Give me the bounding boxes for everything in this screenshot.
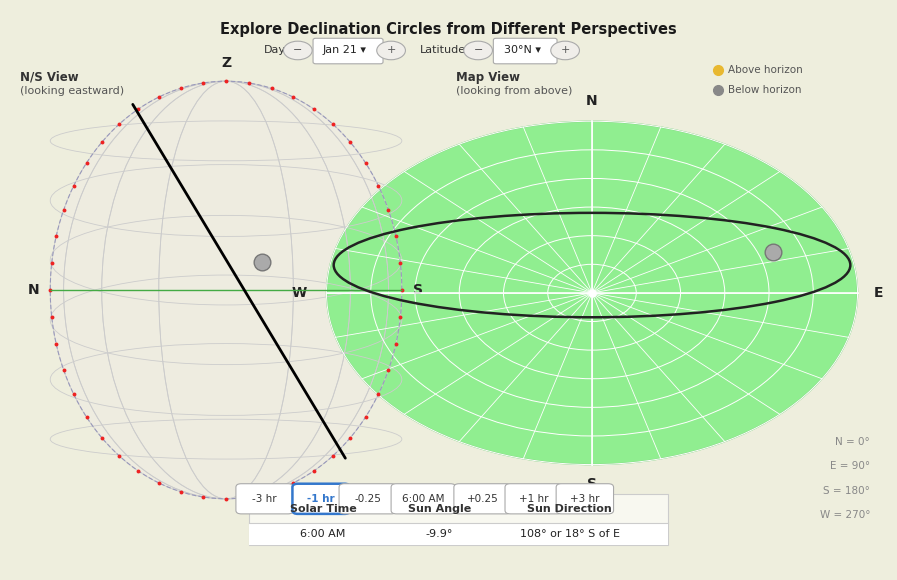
FancyBboxPatch shape	[292, 484, 350, 514]
Text: 6:00 AM: 6:00 AM	[402, 494, 445, 504]
Text: N = 0°: N = 0°	[835, 437, 870, 447]
Text: Jan 21 ▾: Jan 21 ▾	[322, 45, 367, 56]
Circle shape	[377, 41, 405, 60]
Text: N: N	[28, 283, 39, 297]
FancyBboxPatch shape	[249, 523, 668, 545]
Text: Sun Angle: Sun Angle	[408, 503, 471, 514]
Text: N: N	[587, 95, 597, 108]
Text: (looking eastward): (looking eastward)	[20, 86, 124, 96]
Text: Below horizon: Below horizon	[728, 85, 802, 95]
Text: -3 hr: -3 hr	[252, 494, 277, 504]
FancyBboxPatch shape	[339, 484, 396, 514]
Text: -0.25: -0.25	[354, 494, 381, 504]
Text: S = 180°: S = 180°	[823, 485, 870, 496]
Text: Sun Direction: Sun Direction	[527, 503, 612, 514]
Text: −: −	[474, 45, 483, 56]
Text: Above horizon: Above horizon	[728, 64, 803, 75]
Text: Latitude:: Latitude:	[421, 45, 470, 56]
FancyBboxPatch shape	[313, 38, 383, 64]
Text: -9.9°: -9.9°	[426, 529, 453, 539]
FancyBboxPatch shape	[249, 494, 668, 545]
FancyBboxPatch shape	[391, 484, 456, 514]
Text: 108° or 18° S of E: 108° or 18° S of E	[519, 529, 620, 539]
Text: Solar Time: Solar Time	[290, 503, 356, 514]
Text: (looking from above): (looking from above)	[456, 86, 572, 96]
Circle shape	[283, 41, 312, 60]
Text: +: +	[561, 45, 570, 56]
Text: S: S	[587, 477, 597, 491]
Circle shape	[327, 121, 858, 465]
Text: −: −	[293, 45, 302, 56]
Text: +3 hr: +3 hr	[570, 494, 599, 504]
Circle shape	[464, 41, 492, 60]
Circle shape	[551, 41, 579, 60]
Text: E = 90°: E = 90°	[830, 461, 870, 472]
Text: 30°N ▾: 30°N ▾	[503, 45, 541, 56]
Text: Z: Z	[221, 56, 231, 70]
Text: Map View: Map View	[456, 71, 519, 84]
Text: S: S	[413, 283, 422, 297]
FancyBboxPatch shape	[556, 484, 614, 514]
Text: E: E	[874, 286, 884, 300]
Text: +: +	[387, 45, 396, 56]
Text: Day:: Day:	[264, 45, 289, 56]
Text: -1 hr: -1 hr	[308, 494, 335, 504]
Text: +1 hr: +1 hr	[519, 494, 548, 504]
FancyBboxPatch shape	[454, 484, 511, 514]
FancyBboxPatch shape	[236, 484, 293, 514]
FancyBboxPatch shape	[505, 484, 562, 514]
Text: 6:00 AM: 6:00 AM	[300, 529, 345, 539]
Text: Explore Declination Circles from Different Perspectives: Explore Declination Circles from Differe…	[220, 22, 677, 37]
FancyBboxPatch shape	[493, 38, 557, 64]
Ellipse shape	[50, 81, 402, 499]
Text: W: W	[292, 286, 307, 300]
Text: W = 270°: W = 270°	[820, 510, 870, 520]
Text: N/S View: N/S View	[20, 71, 78, 84]
Text: +0.25: +0.25	[466, 494, 499, 504]
